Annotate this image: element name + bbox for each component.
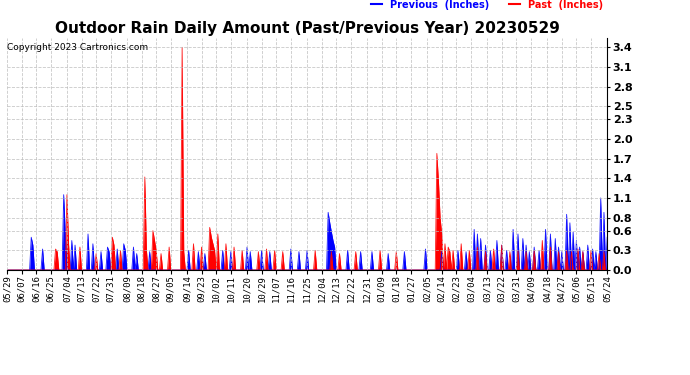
Text: Copyright 2023 Cartronics.com: Copyright 2023 Cartronics.com	[7, 43, 148, 52]
Legend: Previous  (Inches), Past  (Inches): Previous (Inches), Past (Inches)	[366, 0, 607, 13]
Title: Outdoor Rain Daily Amount (Past/Previous Year) 20230529: Outdoor Rain Daily Amount (Past/Previous…	[55, 21, 560, 36]
